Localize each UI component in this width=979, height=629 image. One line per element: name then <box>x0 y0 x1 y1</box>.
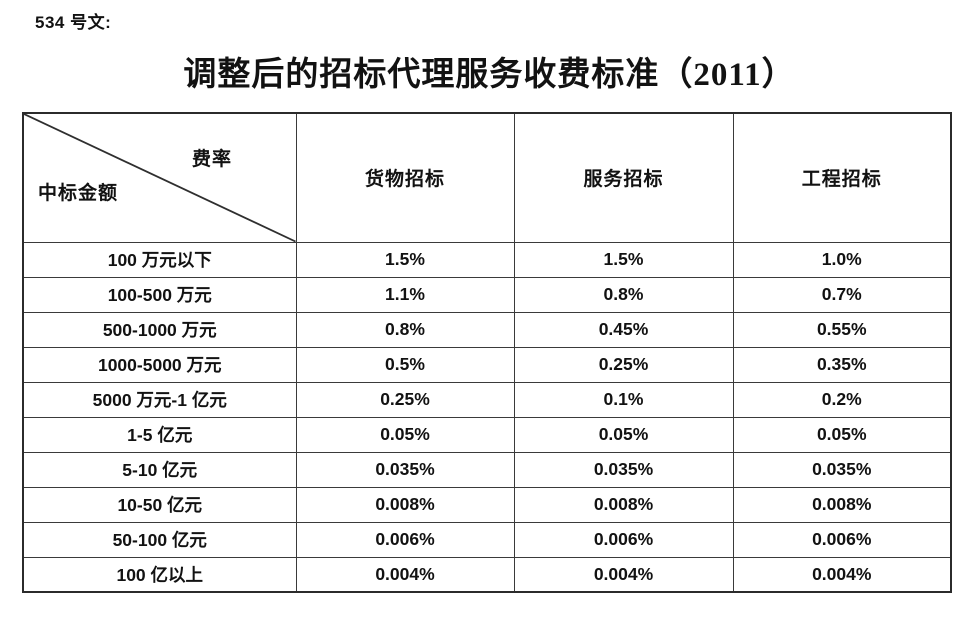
rate-cell: 1.1% <box>295 276 515 313</box>
table-row: 5-10 亿元 0.035% 0.035% 0.035% <box>22 451 952 488</box>
rate-cell: 0.35% <box>732 346 952 383</box>
corner-label-rate: 费率 <box>192 149 233 170</box>
rate-cell: 1.0% <box>732 241 952 278</box>
rate-cell: 0.006% <box>513 521 734 558</box>
row-label: 5-10 亿元 <box>22 451 297 488</box>
rate-cell: 0.008% <box>513 486 734 523</box>
column-header-service: 服务招标 <box>513 112 734 243</box>
rate-cell: 0.25% <box>513 346 734 383</box>
rate-cell: 0.004% <box>295 556 515 593</box>
rate-cell: 0.8% <box>295 311 515 348</box>
table-row: 100 万元以下 1.5% 1.5% 1.0% <box>22 241 952 278</box>
rate-cell: 0.55% <box>732 311 952 348</box>
rate-cell: 0.1% <box>513 381 734 418</box>
rate-cell: 0.035% <box>295 451 515 488</box>
table-row: 10-50 亿元 0.008% 0.008% 0.008% <box>22 486 952 523</box>
column-header-goods: 货物招标 <box>295 112 515 243</box>
rate-cell: 0.006% <box>732 521 952 558</box>
fee-rate-table: 费率 中标金额 货物招标 服务招标 工程招标 100 万元以下 1.5% 1.5… <box>22 112 952 593</box>
rate-cell: 0.004% <box>732 556 952 593</box>
row-label: 100 亿以上 <box>22 556 297 593</box>
rate-cell: 0.45% <box>513 311 734 348</box>
row-label: 10-50 亿元 <box>22 486 297 523</box>
row-label: 500-1000 万元 <box>22 311 297 348</box>
rate-cell: 0.2% <box>732 381 952 418</box>
corner-label-amount: 中标金额 <box>38 183 119 204</box>
row-label: 100-500 万元 <box>22 276 297 313</box>
rate-cell: 0.006% <box>295 521 515 558</box>
rate-cell: 0.5% <box>295 346 515 383</box>
document-number: 534 号文: <box>35 13 112 32</box>
table-row: 100-500 万元 1.1% 0.8% 0.7% <box>22 276 952 313</box>
row-label: 50-100 亿元 <box>22 521 297 558</box>
rate-cell: 0.05% <box>295 416 515 453</box>
rate-cell: 0.7% <box>732 276 952 313</box>
table-row: 100 亿以上 0.004% 0.004% 0.004% <box>22 556 952 593</box>
table-row: 1-5 亿元 0.05% 0.05% 0.05% <box>22 416 952 453</box>
row-label: 5000 万元-1 亿元 <box>22 381 297 418</box>
header-row: 费率 中标金额 货物招标 服务招标 工程招标 <box>22 112 952 243</box>
rate-cell: 0.008% <box>295 486 515 523</box>
column-header-engineering: 工程招标 <box>732 112 952 243</box>
page-title: 调整后的招标代理服务收费标准（2011） <box>183 57 796 93</box>
rate-cell: 1.5% <box>513 241 734 278</box>
rate-cell: 0.008% <box>732 486 952 523</box>
rate-cell: 0.25% <box>295 381 515 418</box>
rate-cell: 0.05% <box>513 416 734 453</box>
table-row: 5000 万元-1 亿元 0.25% 0.1% 0.2% <box>22 381 952 418</box>
table-row: 50-100 亿元 0.006% 0.006% 0.006% <box>22 521 952 558</box>
rate-cell: 1.5% <box>295 241 515 278</box>
rate-cell: 0.035% <box>732 451 952 488</box>
rate-cell: 0.8% <box>513 276 734 313</box>
rate-cell: 0.035% <box>513 451 734 488</box>
row-label: 100 万元以下 <box>22 241 297 278</box>
rate-cell: 0.05% <box>732 416 952 453</box>
corner-header-cell: 费率 中标金额 <box>22 112 297 243</box>
table-row: 500-1000 万元 0.8% 0.45% 0.55% <box>22 311 952 348</box>
rate-cell: 0.004% <box>513 556 734 593</box>
diagonal-divider-line <box>24 114 295 241</box>
row-label: 1-5 亿元 <box>22 416 297 453</box>
table-row: 1000-5000 万元 0.5% 0.25% 0.35% <box>22 346 952 383</box>
row-label: 1000-5000 万元 <box>22 346 297 383</box>
